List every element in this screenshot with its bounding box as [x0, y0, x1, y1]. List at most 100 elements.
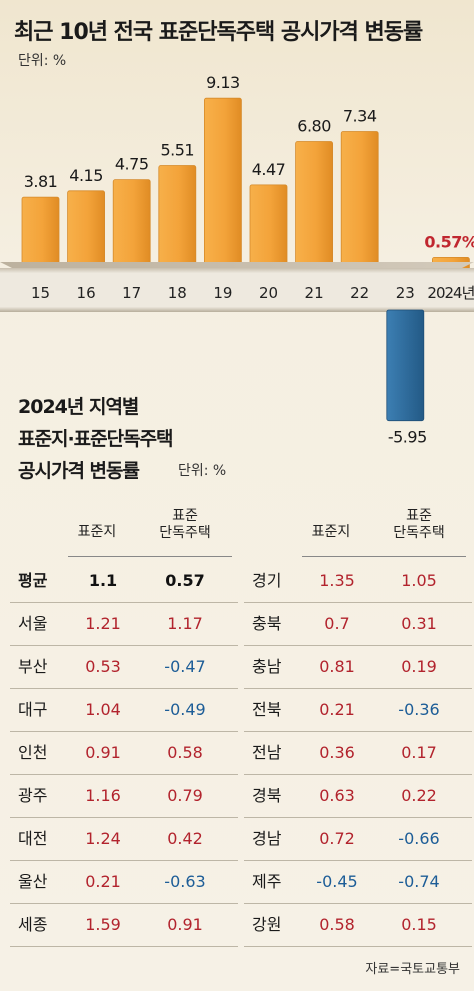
- col-header-land: 표준지: [311, 524, 351, 540]
- region-name: 경북: [252, 786, 282, 805]
- region-name: 평균: [18, 571, 48, 590]
- house-value: 0.15: [401, 915, 437, 934]
- region-table-right: 표준지 표준 단독주택 경기 1.35 1.05 충북 0.7 0.31 충남 0.81 0.1…: [244, 500, 472, 947]
- house-value: -0.47: [164, 657, 206, 676]
- house-value: -0.74: [398, 872, 440, 891]
- col-header-house: 표준 단독주택: [140, 508, 230, 542]
- land-value: 1.04: [85, 700, 121, 719]
- col-header-house-line2: 단독주택: [393, 525, 445, 541]
- table-row: 경북 0.63 0.22: [244, 775, 472, 818]
- bar: [67, 190, 105, 271]
- land-value: 1.35: [319, 571, 355, 590]
- bar-value-label: 3.81: [24, 172, 58, 191]
- table-row: 대전 1.24 0.42: [10, 818, 238, 861]
- table-row: 강원 0.58 0.15: [244, 904, 472, 947]
- house-value: 0.17: [401, 743, 437, 762]
- table-header: 표준지 표준 단독주택: [10, 500, 238, 560]
- bar-chart: 3.81 15 4.15 16 4.75 17 5.51 18 9.13 19 4.47 20 6.80…: [0, 73, 474, 447]
- header-divider: [302, 556, 466, 557]
- bar-value-label: 6.80: [297, 117, 331, 136]
- land-value: 0.58: [319, 915, 355, 934]
- land-value: 0.91: [85, 743, 121, 762]
- table-header: 표준지 표준 단독주택: [244, 500, 472, 560]
- bar-value-label: 4.47: [252, 160, 286, 179]
- region-name: 대구: [18, 700, 48, 719]
- land-value: 0.21: [319, 700, 355, 719]
- region-name: 광주: [18, 786, 48, 805]
- x-tick-label: 18: [168, 284, 187, 302]
- bar-value-label: 7.34: [343, 106, 377, 125]
- col-header-house-line1: 표준: [172, 508, 198, 524]
- house-value: 0.22: [401, 786, 437, 805]
- house-value: 0.19: [401, 657, 437, 676]
- land-value: -0.45: [316, 872, 358, 891]
- table-row: 충북 0.7 0.31: [244, 603, 472, 646]
- region-name: 인천: [18, 743, 48, 762]
- section-title-line3: 공시가격 변동률: [18, 460, 140, 482]
- x-tick-label: 16: [77, 284, 96, 302]
- house-value: -0.36: [398, 700, 440, 719]
- col-header-house: 표준 단독주택: [374, 508, 464, 542]
- bar: [249, 184, 288, 271]
- table-row: 광주 1.16 0.79: [10, 775, 238, 818]
- bar: [295, 141, 334, 271]
- table-row: 경기 1.35 1.05: [244, 560, 472, 603]
- table-row: 세종 1.59 0.91: [10, 904, 238, 947]
- section-title-line1: 2024년 지역별: [18, 396, 139, 418]
- region-name: 세종: [18, 915, 48, 934]
- land-value: 1.1: [88, 571, 118, 590]
- x-tick-label: 23: [396, 284, 415, 302]
- table-row: 인천 0.91 0.58: [10, 732, 238, 775]
- house-value: 0.58: [167, 743, 203, 762]
- house-value: -0.49: [164, 700, 206, 719]
- x-tick-label: 19: [213, 284, 232, 302]
- table-row: 전남 0.36 0.17: [244, 732, 472, 775]
- region-name: 전북: [252, 700, 282, 719]
- land-value: 0.72: [319, 829, 355, 848]
- house-value: 1.05: [401, 571, 437, 590]
- bar-value-label: -5.95: [388, 428, 427, 447]
- land-value: 0.53: [85, 657, 121, 676]
- land-value: 1.16: [85, 786, 121, 805]
- chart-title: 최근 10년 전국 표준단독주택 공시가격 변동률: [14, 20, 423, 45]
- x-tick-label: 17: [122, 284, 141, 302]
- region-name: 서울: [18, 614, 48, 633]
- house-value: -0.66: [398, 829, 440, 848]
- land-value: 0.36: [319, 743, 355, 762]
- house-value: 0.42: [167, 829, 203, 848]
- region-name: 경남: [252, 829, 282, 848]
- land-value: 0.7: [324, 614, 350, 633]
- region-name: 제주: [252, 872, 282, 891]
- col-header-house-line2: 단독주택: [159, 525, 211, 541]
- source-note: 자료=국토교통부: [365, 962, 460, 977]
- region-name: 충북: [252, 614, 282, 633]
- table-row: 서울 1.21 1.17: [10, 603, 238, 646]
- bar-value-label: 4.15: [69, 166, 103, 185]
- x-tick-label: 22: [350, 284, 369, 302]
- house-value: 1.17: [167, 614, 203, 633]
- bar-negative: [386, 309, 425, 422]
- bar: [112, 179, 151, 271]
- bar-value-label: 9.13: [206, 73, 240, 92]
- table-row: 평균 1.1 0.57: [10, 560, 238, 603]
- table-row: 전북 0.21 -0.36: [244, 689, 472, 732]
- table-row: 울산 0.21 -0.63: [10, 861, 238, 904]
- region-name: 전남: [252, 743, 282, 762]
- land-value: 1.21: [85, 614, 121, 633]
- bar: [21, 196, 60, 271]
- bar-value-label: 4.75: [115, 155, 149, 174]
- bar: [340, 131, 379, 271]
- table-row: 대구 1.04 -0.49: [10, 689, 238, 732]
- x-tick-label: 15: [31, 284, 50, 302]
- land-value: 0.21: [85, 872, 121, 891]
- region-name: 경기: [252, 571, 282, 590]
- region-table-left: 표준지 표준 단독주택 평균 1.1 0.57 서울 1.21 1.17 부산 0.53 -0.…: [10, 500, 238, 947]
- house-value: 0.57: [165, 571, 205, 590]
- col-header-house-line1: 표준: [406, 508, 432, 524]
- region-name: 울산: [18, 872, 48, 891]
- table-row: 충남 0.81 0.19: [244, 646, 472, 689]
- table-row: 경남 0.72 -0.66: [244, 818, 472, 861]
- region-name: 충남: [252, 657, 282, 676]
- bar: [158, 165, 197, 271]
